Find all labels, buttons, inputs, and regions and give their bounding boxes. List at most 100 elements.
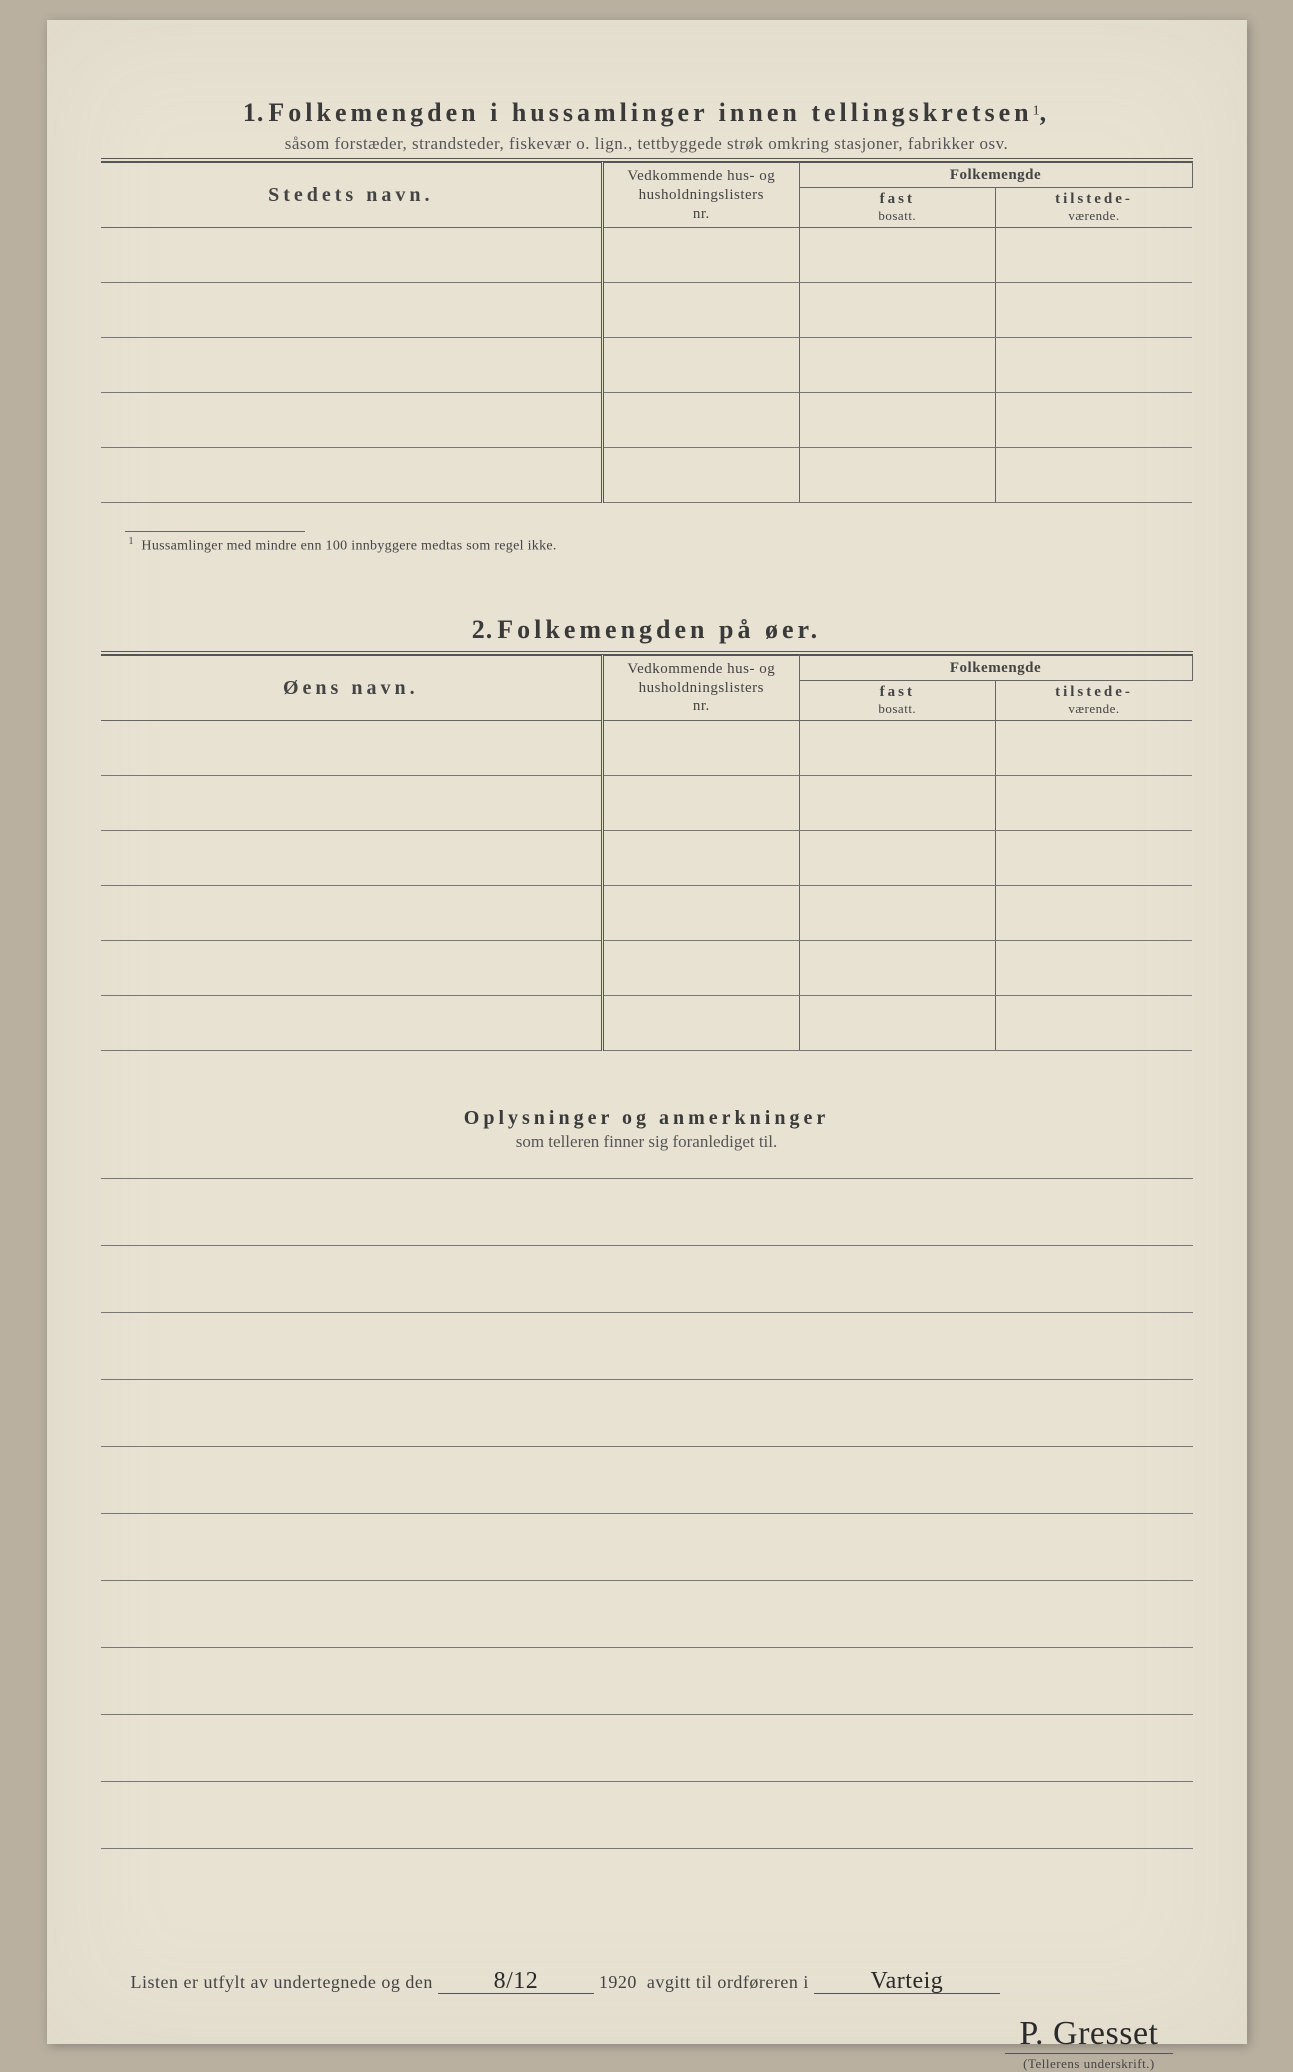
signature-area: P. Gresset (Tellerens underskrift.) [1005,2015,1172,2072]
table-row [101,886,1193,941]
table-cell [996,721,1192,776]
table-cell [101,338,603,393]
col-header-nr: Vedkommende hus- og husholdningslisters … [603,655,799,720]
th-b: fast [800,684,995,701]
table-row [101,721,1193,776]
th-s: værende. [996,208,1192,224]
table-cell [603,283,799,338]
col-nr-l1: Vedkommende hus- og [627,168,775,184]
ruled-line [101,1714,1193,1715]
col-nr-l2: husholdningslisters [639,680,764,696]
ruled-line [101,1312,1193,1313]
table-cell [603,448,799,503]
table-row [101,996,1193,1051]
th-s: bosatt. [800,208,995,224]
table-row [101,393,1193,448]
remarks-heading: Oplysninger og anmerkninger [464,1107,829,1129]
col-nr-l1: Vedkommende hus- og [627,661,775,677]
table-cell [996,283,1192,338]
ruled-line [101,1647,1193,1648]
footer-year: 1920 [599,1972,637,1992]
table-cell [996,941,1192,996]
ruled-line [101,1848,1193,1849]
col-nr-l2: husholdningslisters [639,187,764,203]
th-b: fast [800,191,995,208]
section2-number: 2. [472,615,494,644]
table-cell [799,338,995,393]
table-cell [996,228,1192,283]
th-b: tilstede- [996,684,1192,701]
table-cell [603,831,799,886]
col-header-til: tilstede- værende. [996,188,1192,228]
signature-label: (Tellerens underskrift.) [1005,2056,1172,2072]
th-s: bosatt. [800,701,995,717]
section1-title: 1. Folkemengden i hussamlinger innen tel… [101,98,1193,128]
footer-place: Varteig [814,1969,1000,1994]
ruled-line [101,1379,1193,1380]
table-cell [799,776,995,831]
section1-table: Stedets navn. Vedkommende hus- og hushol… [101,162,1193,503]
remarks-title: Oplysninger og anmerkninger som telleren… [101,1107,1193,1152]
table-cell [996,448,1192,503]
table-cell [996,338,1192,393]
col-header-nr: Vedkommende hus- og husholdningslisters … [603,163,799,228]
table-cell [603,941,799,996]
table-cell [603,338,799,393]
col-header-pop: Folkemengde [799,163,1192,188]
table-cell [996,886,1192,941]
table-cell [799,721,995,776]
table-cell [101,996,603,1051]
section1-sup: 1 [1033,104,1040,119]
table-row [101,448,1193,503]
section2-title: 2. Folkemengden på øer. [101,615,1193,645]
ruled-line [101,1513,1193,1514]
section2-heading: Folkemengden på øer. [497,615,821,644]
document-page: 1. Folkemengden i hussamlinger innen tel… [47,20,1247,2044]
footer-text2: avgitt til ordføreren i [647,1972,809,1992]
col-header-til: tilstede- værende. [996,681,1192,721]
th-b: tilstede- [996,191,1192,208]
table-cell [101,941,603,996]
section1-punct: , [1040,98,1051,127]
table-cell [101,228,603,283]
section1-footnote: 1 Hussamlinger med mindre enn 100 innbyg… [129,536,1193,555]
ruled-line [101,1446,1193,1447]
remarks-lines [101,1178,1193,1849]
table-cell [101,393,603,448]
table-cell [101,776,603,831]
ruled-line [101,1580,1193,1581]
table-cell [799,393,995,448]
footer-line: Listen er utfylt av undertegnede og den … [101,1969,1193,1994]
section1-heading: Folkemengden i hussamlinger innen tellin… [268,98,1032,127]
table-cell [603,996,799,1051]
table-cell [101,831,603,886]
table-cell [603,393,799,448]
signature: P. Gresset [1005,2015,1172,2054]
section2-table: Øens navn. Vedkommende hus- og husholdni… [101,655,1193,1051]
col-header-name: Øens navn. [101,655,603,720]
table-cell [799,831,995,886]
remarks-subtitle: som telleren finner sig foranlediget til… [101,1132,1193,1152]
table-cell [101,448,603,503]
table-cell [799,996,995,1051]
ruled-line [101,1781,1193,1782]
table-cell [996,996,1192,1051]
col-nr-l3: nr. [693,698,710,714]
table-row [101,831,1193,886]
col-nr-l3: nr. [693,206,710,222]
footer-text1: Listen er utfylt av undertegnede og den [131,1972,433,1992]
table-cell [603,228,799,283]
col-header-name: Stedets navn. [101,163,603,228]
table-cell [101,886,603,941]
footnote-rule [125,531,305,532]
table-cell [799,448,995,503]
section1-subtitle: såsom forstæder, strandsteder, fiskevær … [101,134,1193,154]
ruled-line [101,1178,1193,1179]
table-cell [101,721,603,776]
table-cell [996,393,1192,448]
col-header-fast: fast bosatt. [799,681,995,721]
table-row [101,776,1193,831]
table-row [101,941,1193,996]
th-s: værende. [996,701,1192,717]
divider [101,158,1193,159]
